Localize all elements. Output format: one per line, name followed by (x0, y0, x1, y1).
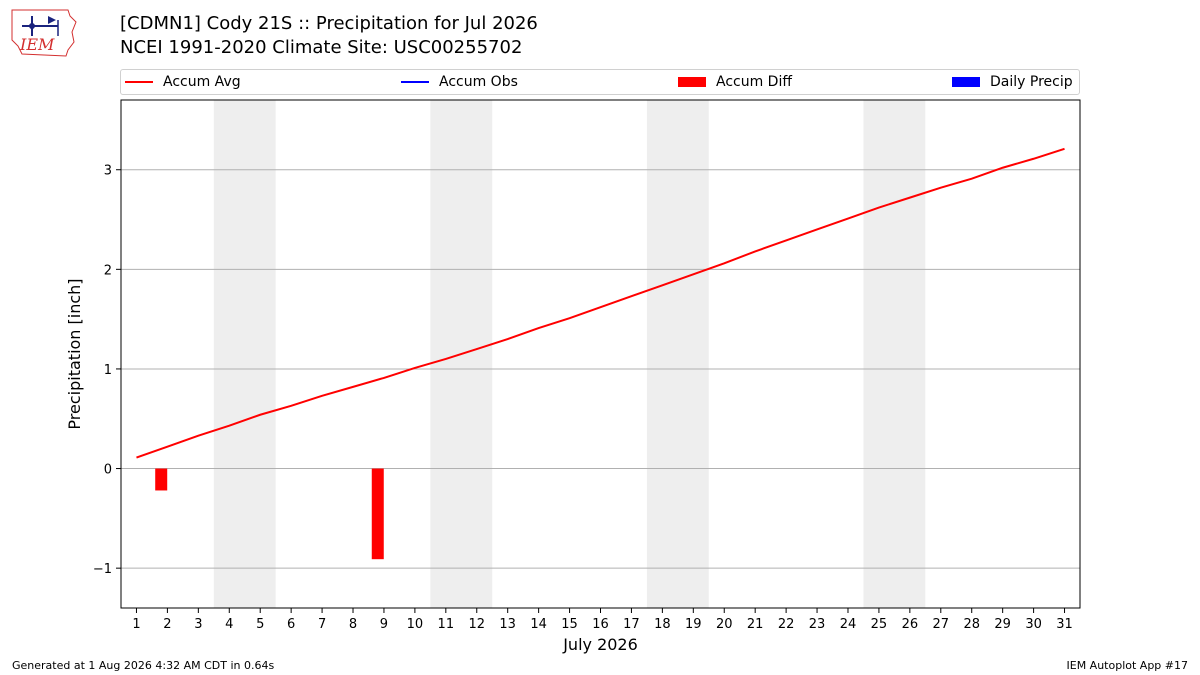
app-id-label: IEM Autoplot App #17 (1066, 659, 1189, 672)
x-tick-label: 6 (287, 617, 295, 632)
legend-item-accum-avg: Accum Avg (125, 70, 241, 94)
y-tick-label: 3 (104, 164, 112, 179)
x-tick-label: 16 (592, 617, 609, 632)
bar-accum-diff (371, 468, 384, 560)
bars (155, 468, 384, 560)
legend-label: Accum Obs (439, 74, 518, 90)
legend-swatch (952, 77, 980, 87)
chart-title: [CDMN1] Cody 21S :: Precipitation for Ju… (120, 13, 538, 34)
x-tick-label: 22 (778, 617, 795, 632)
x-tick-label: 24 (840, 617, 857, 632)
x-tick-label: 26 (902, 617, 919, 632)
x-tick-label: 7 (318, 617, 326, 632)
weekend-band (646, 100, 709, 608)
x-tick-label: 8 (349, 617, 357, 632)
x-tick-label: 15 (561, 617, 578, 632)
legend-swatch (678, 77, 706, 87)
x-tick-label: 20 (716, 617, 733, 632)
x-tick-label: 30 (1025, 617, 1042, 632)
x-tick-label: 10 (407, 617, 424, 632)
weekend-band (863, 100, 926, 608)
x-tick-label: 1 (132, 617, 140, 632)
x-tick-label: 19 (685, 617, 702, 632)
bar-accum-diff (155, 468, 168, 491)
x-tick-label: 23 (809, 617, 826, 632)
legend-label: Accum Diff (716, 74, 793, 90)
logo-text: IEM (19, 35, 55, 54)
lines (136, 147, 1065, 459)
legend-swatch (125, 81, 153, 83)
chart-subtitle: NCEI 1991-2020 Climate Site: USC00255702 (120, 37, 523, 58)
x-tick-label: 2 (163, 617, 171, 632)
y-tick-label: 2 (104, 263, 112, 278)
weekend-shading (213, 100, 926, 608)
x-tick-label: 13 (499, 617, 516, 632)
legend: Accum Avg Accum Obs Accum Diff Daily Pre… (120, 69, 1080, 95)
x-tick-label: 12 (468, 617, 485, 632)
y-tick-label: 1 (104, 363, 112, 378)
legend-item-accum-diff: Accum Diff (678, 70, 792, 94)
line-accum-avg (136, 147, 1065, 459)
gridlines (121, 169, 1080, 569)
legend-item-accum-obs: Accum Obs (401, 70, 518, 94)
x-tick-label: 21 (747, 617, 764, 632)
x-tick-label: 4 (225, 617, 233, 632)
x-tick-label: 14 (530, 617, 547, 632)
x-tick-label: 11 (438, 617, 455, 632)
x-tick-label: 27 (933, 617, 950, 632)
generated-timestamp: Generated at 1 Aug 2026 4:32 AM CDT in 0… (12, 659, 275, 672)
y-tick-label: 0 (104, 463, 112, 478)
x-tick-label: 3 (194, 617, 202, 632)
legend-swatch (401, 81, 429, 83)
y-axis-label: Precipitation [inch] (65, 278, 84, 429)
x-tick-label: 5 (256, 617, 264, 632)
x-axis-label: July 2026 (562, 635, 638, 654)
x-tick-label: 29 (994, 617, 1011, 632)
iowa-outline-icon (11, 9, 77, 57)
x-tick-label: 31 (1056, 617, 1073, 632)
legend-label: Daily Precip (990, 74, 1073, 90)
x-tick-label: 25 (871, 617, 888, 632)
x-tick-label: 18 (654, 617, 671, 632)
legend-label: Accum Avg (163, 74, 241, 90)
legend-item-daily-precip: Daily Precip (952, 70, 1073, 94)
x-tick-label: 28 (963, 617, 980, 632)
iem-logo: IEM (11, 9, 77, 57)
x-tick-label: 17 (623, 617, 640, 632)
x-tick-label: 9 (380, 617, 388, 632)
weekend-band (213, 100, 276, 608)
y-tick-label: −1 (93, 562, 112, 577)
